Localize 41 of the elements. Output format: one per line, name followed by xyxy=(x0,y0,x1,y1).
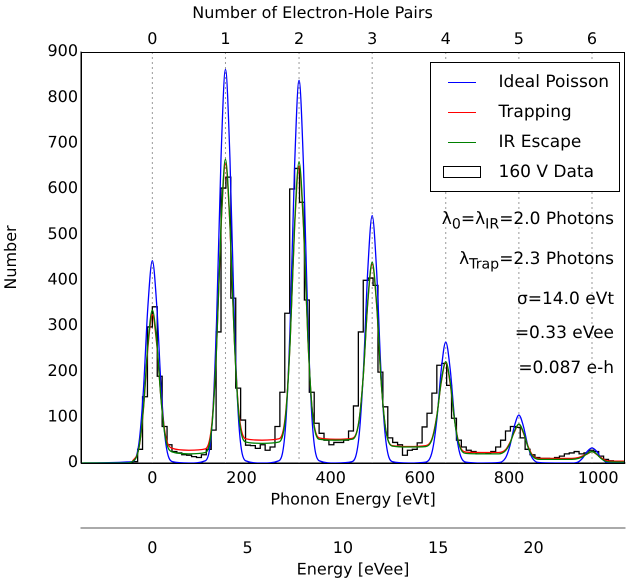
x2-tick-label: 20 xyxy=(523,538,544,557)
annotation: 0 xyxy=(452,216,461,232)
text: 0 xyxy=(147,29,158,48)
text: 5 xyxy=(514,29,524,48)
x-tick-label: 1000 xyxy=(578,468,619,487)
y-axis-title: Number xyxy=(0,224,20,290)
annotation: σ=14.0 eVt xyxy=(516,288,614,311)
y-tick-label: 500 xyxy=(47,224,78,243)
x-tick-label: 800 xyxy=(494,468,524,487)
y-tick-label: 200 xyxy=(47,360,78,380)
legend-label: Ideal Poisson xyxy=(498,72,609,92)
y-tick-label: 400 xyxy=(47,269,78,288)
x2-tick-label: 10 xyxy=(332,538,354,557)
y-tick-label: 600 xyxy=(47,178,78,198)
text: 2 xyxy=(294,29,304,48)
x-tick-label: 200 xyxy=(226,468,257,487)
x-tick-label: 0 xyxy=(147,468,158,487)
x-axis-title: Phonon Energy [eVt] xyxy=(270,490,436,509)
text: 6 xyxy=(586,29,598,48)
text: 4 xyxy=(440,29,451,48)
y-tick-label: 800 xyxy=(47,86,78,106)
annotation: =0.087 e-h xyxy=(517,356,614,380)
y-tick-label: 900 xyxy=(47,41,78,60)
x2-axis-title: Energy [eVee] xyxy=(296,560,410,579)
x-tick-label: 600 xyxy=(404,468,436,487)
y-tick-label: 700 xyxy=(47,132,78,152)
legend-label: Trapping xyxy=(498,102,572,122)
x2-tick-label: 15 xyxy=(428,538,448,557)
text: 1 xyxy=(220,29,231,48)
legend-label: 160 V Data xyxy=(498,162,594,182)
annotation: =0.33 eVee xyxy=(514,322,614,346)
annotation: λ$_{Trap}$=2.3 Photons xyxy=(458,248,614,274)
x2-tick-label: 5 xyxy=(242,538,253,557)
y-tick-label: 0 xyxy=(68,452,78,472)
y-tick-label: 100 xyxy=(47,406,78,426)
y-tick-label: 300 xyxy=(47,315,78,334)
x-tick-label: 400 xyxy=(315,468,346,487)
text: 3 xyxy=(367,29,378,48)
legend-label: IR Escape xyxy=(498,132,582,152)
x2-tick-label: 0 xyxy=(147,538,158,557)
chart-title: Number of Electron-Hole Pairs xyxy=(192,2,433,22)
